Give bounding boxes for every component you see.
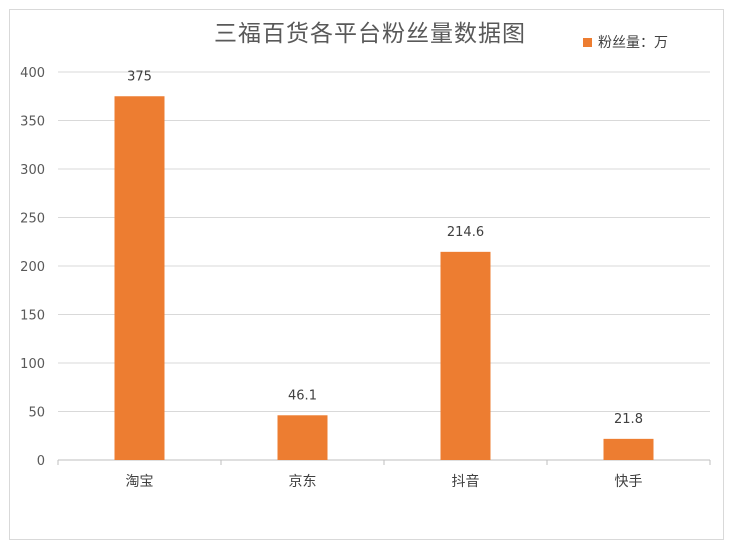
bar: [114, 96, 165, 460]
chart-title: 三福百货各平台粉丝量数据图: [214, 21, 526, 47]
data-label: 375: [127, 69, 152, 84]
y-tick-label: 200: [20, 260, 45, 275]
y-tick-label: 400: [20, 66, 45, 81]
data-label: 214.6: [447, 225, 484, 240]
y-tick-label: 100: [20, 357, 45, 372]
x-tick-label: 抖音: [452, 473, 480, 490]
x-tick-label: 淘宝: [126, 474, 154, 490]
data-label: 46.1: [288, 388, 317, 403]
y-tick-label: 50: [28, 406, 45, 421]
legend-swatch: [583, 37, 592, 47]
legend-label: 粉丝量：万: [598, 35, 668, 51]
y-tick-label: 150: [20, 309, 45, 324]
x-tick-label: 京东: [289, 474, 317, 490]
legend: 粉丝量：万: [583, 32, 668, 52]
y-tick-label: 350: [20, 115, 45, 130]
y-tick-label: 250: [20, 212, 45, 227]
data-label: 21.8: [614, 412, 643, 427]
bar: [440, 251, 491, 460]
y-tick-label: 0: [37, 454, 45, 469]
bar: [603, 438, 654, 460]
y-tick-label: 300: [20, 163, 45, 178]
bar: [277, 415, 328, 460]
x-tick-label: 快手: [615, 474, 643, 490]
